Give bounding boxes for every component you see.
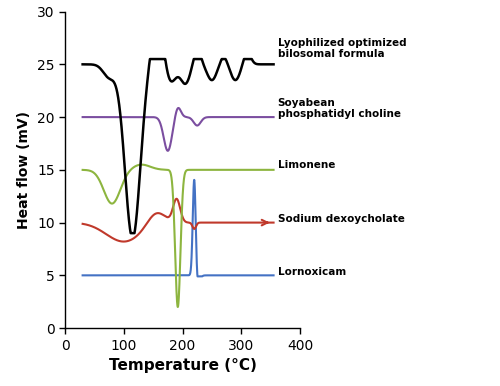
Y-axis label: Heat flow (mV): Heat flow (mV)	[18, 111, 32, 229]
X-axis label: Temperature (°C): Temperature (°C)	[108, 358, 256, 373]
Text: Sodium dexoycholate: Sodium dexoycholate	[278, 215, 404, 224]
Text: Soyabean
phosphatidyl choline: Soyabean phosphatidyl choline	[278, 98, 400, 119]
Text: Limonene: Limonene	[278, 159, 335, 169]
Text: Lornoxicam: Lornoxicam	[278, 267, 346, 277]
Text: Lyophilized optimized
bilosomal formula: Lyophilized optimized bilosomal formula	[278, 38, 406, 59]
